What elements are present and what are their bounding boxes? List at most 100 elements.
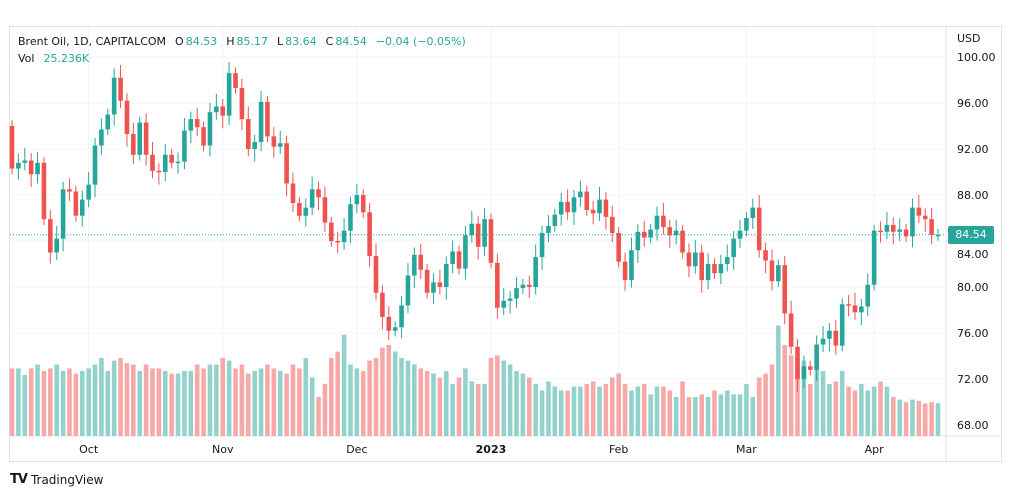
chart-frame <box>9 26 1002 462</box>
candle-body <box>916 207 922 216</box>
candle-body <box>131 134 136 155</box>
candle-body <box>788 313 794 347</box>
candle-body <box>622 261 628 281</box>
volume-bar <box>629 390 634 436</box>
volume-bar <box>769 364 775 436</box>
volume-bar <box>699 394 705 436</box>
volume-bar <box>226 360 232 436</box>
volume-bar <box>565 390 570 436</box>
candle-body <box>284 143 289 184</box>
candle-body <box>431 282 436 293</box>
volume-bar <box>763 373 768 436</box>
volume-bar <box>201 368 206 436</box>
volume-bar <box>297 368 302 436</box>
candle-body <box>539 232 545 258</box>
candle-body <box>533 257 538 287</box>
volume-bar <box>443 371 449 436</box>
time-tick-label: Nov <box>212 443 234 456</box>
volume-bar <box>584 384 590 436</box>
tradingview-logo-icon: TV <box>10 472 28 487</box>
currency-label[interactable]: USD <box>957 32 981 45</box>
volume-bar <box>99 358 104 436</box>
candle-body <box>897 229 902 232</box>
candle-body <box>118 77 123 101</box>
candle-body <box>367 212 372 256</box>
symbol-title[interactable]: Brent Oil, 1D, CAPITALCOM <box>18 35 167 48</box>
candle-body <box>175 161 181 164</box>
candle-body <box>833 330 839 346</box>
candle-body <box>271 136 277 147</box>
candle-body <box>673 230 679 236</box>
volume-bar <box>367 360 372 436</box>
candle-body <box>162 154 168 172</box>
close-label: C <box>325 35 334 48</box>
tradingview-footer[interactable]: TV TradingView <box>10 472 103 487</box>
candle-body <box>290 183 296 204</box>
volume-bar <box>667 390 673 436</box>
volume-bar <box>724 390 730 436</box>
volume-bar <box>795 364 800 436</box>
candle-body <box>890 224 896 232</box>
volume-bar <box>475 384 481 436</box>
volume-bar <box>118 358 123 436</box>
volume-bar <box>290 364 296 436</box>
candle-body <box>322 197 328 223</box>
candle-body <box>693 252 698 267</box>
volume-bar <box>520 373 526 436</box>
candle-body <box>22 160 28 163</box>
candle-body <box>922 215 928 220</box>
volume-bar <box>686 397 692 436</box>
candle-body <box>929 219 934 235</box>
volume-bar <box>673 397 679 436</box>
candle-body <box>667 227 673 236</box>
volume-bar <box>482 384 487 436</box>
volume-bar <box>450 384 455 436</box>
candle-body <box>884 224 890 232</box>
candle-body <box>807 366 813 370</box>
candle-body <box>750 207 756 218</box>
candle-body <box>578 191 583 198</box>
candle-body <box>686 252 692 267</box>
volume-bar <box>597 386 602 436</box>
time-tick-label: Apr <box>865 443 885 456</box>
volume-bar <box>827 384 832 436</box>
candle-body <box>737 230 743 239</box>
volume-bar <box>348 364 353 436</box>
volume-bar <box>897 399 902 436</box>
candle-body <box>405 275 411 306</box>
candle-body <box>373 255 379 293</box>
candle-body <box>16 162 21 169</box>
volume-bar <box>488 358 494 436</box>
volume-bar <box>635 386 641 436</box>
candle-body <box>680 230 685 253</box>
volume-label[interactable]: Vol <box>18 52 35 65</box>
volume-bar <box>890 397 896 436</box>
price-tick-label: 88.00 <box>957 189 989 202</box>
volume-bar <box>590 381 596 436</box>
volume-bar <box>424 371 430 436</box>
volume-bar <box>207 364 213 436</box>
volume-bar <box>67 368 72 436</box>
volume-bar <box>73 373 79 436</box>
volume-bar <box>150 368 155 436</box>
time-tick-label: Mar <box>736 443 757 456</box>
volume-bar <box>935 403 941 436</box>
candle-body <box>169 154 174 163</box>
candle-body <box>878 230 883 233</box>
candle-body <box>782 265 788 314</box>
candle-body <box>201 127 206 146</box>
candle-body <box>99 129 104 146</box>
volume-bar <box>412 364 417 436</box>
volume-bar <box>903 402 909 436</box>
candle-body <box>469 223 475 236</box>
candle-body <box>641 231 647 238</box>
volume-bar <box>705 397 711 436</box>
candle-body <box>724 257 730 264</box>
volume-bar <box>418 368 424 436</box>
volume-bar <box>156 368 162 436</box>
candle-body <box>245 119 251 149</box>
price-tick-label: 84.00 <box>957 248 989 261</box>
volume-bar <box>859 384 864 436</box>
candle-body <box>73 191 79 216</box>
